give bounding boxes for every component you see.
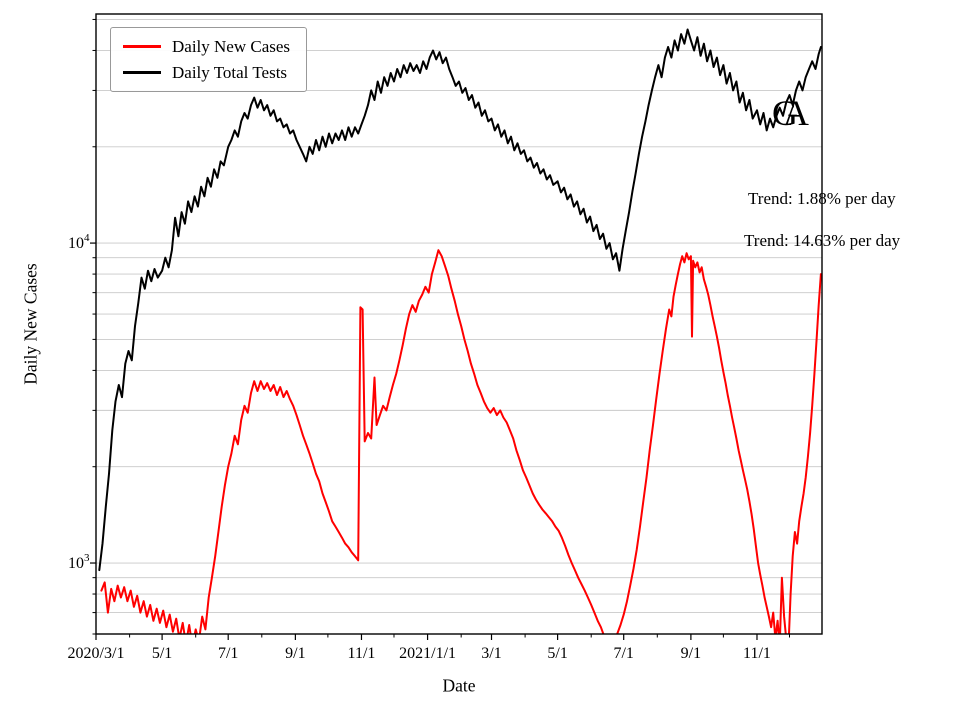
legend: Daily New Cases Daily Total Tests <box>110 27 308 92</box>
x-tick-label: 5/1 <box>152 645 172 662</box>
y-tick-label: 103 <box>68 552 90 572</box>
x-tick-label: 9/1 <box>681 645 701 662</box>
trend-annotation-cases: Trend: 14.63% per day <box>744 231 901 250</box>
x-tick-label: 5/1 <box>547 645 567 662</box>
data-series <box>98 28 822 634</box>
red-line-swatch-icon <box>123 45 161 48</box>
y-tick-label: 104 <box>68 232 90 252</box>
x-tick-label: 2021/1/1 <box>399 645 456 662</box>
plot-border <box>95 13 823 635</box>
legend-label-daily-new-cases: Daily New Cases <box>172 37 291 56</box>
black-line-swatch-icon <box>123 71 161 74</box>
axes: 2020/3/1 5/1 7/1 9/1 11/1 2021/1/1 3/1 5/1 7/1 9/… <box>68 13 823 662</box>
legend-label-daily-total-tests: Daily Total Tests <box>172 63 288 82</box>
x-tick-label: 7/1 <box>613 645 633 662</box>
x-tick-label: 7/1 <box>218 645 238 662</box>
x-tick-label: 9/1 <box>285 645 305 662</box>
x-tick-label: 2020/3/1 <box>68 645 125 662</box>
x-tick-label: 11/1 <box>743 645 771 662</box>
x-tick-label: 3/1 <box>481 645 501 662</box>
gridlines <box>96 18 822 635</box>
series-daily-total-tests <box>98 28 822 572</box>
series-daily-new-cases <box>100 249 822 634</box>
state-label: GA <box>772 93 809 133</box>
y-axis-label: Daily New Cases <box>20 263 41 385</box>
trend-annotation-tests: Trend: 1.88% per day <box>748 189 896 208</box>
x-axis-label: Date <box>442 675 476 696</box>
legend-entry-daily-total-tests: Daily Total Tests <box>123 64 290 81</box>
legend-entry-daily-new-cases: Daily New Cases <box>123 38 290 55</box>
x-tick-label: 11/1 <box>348 645 376 662</box>
